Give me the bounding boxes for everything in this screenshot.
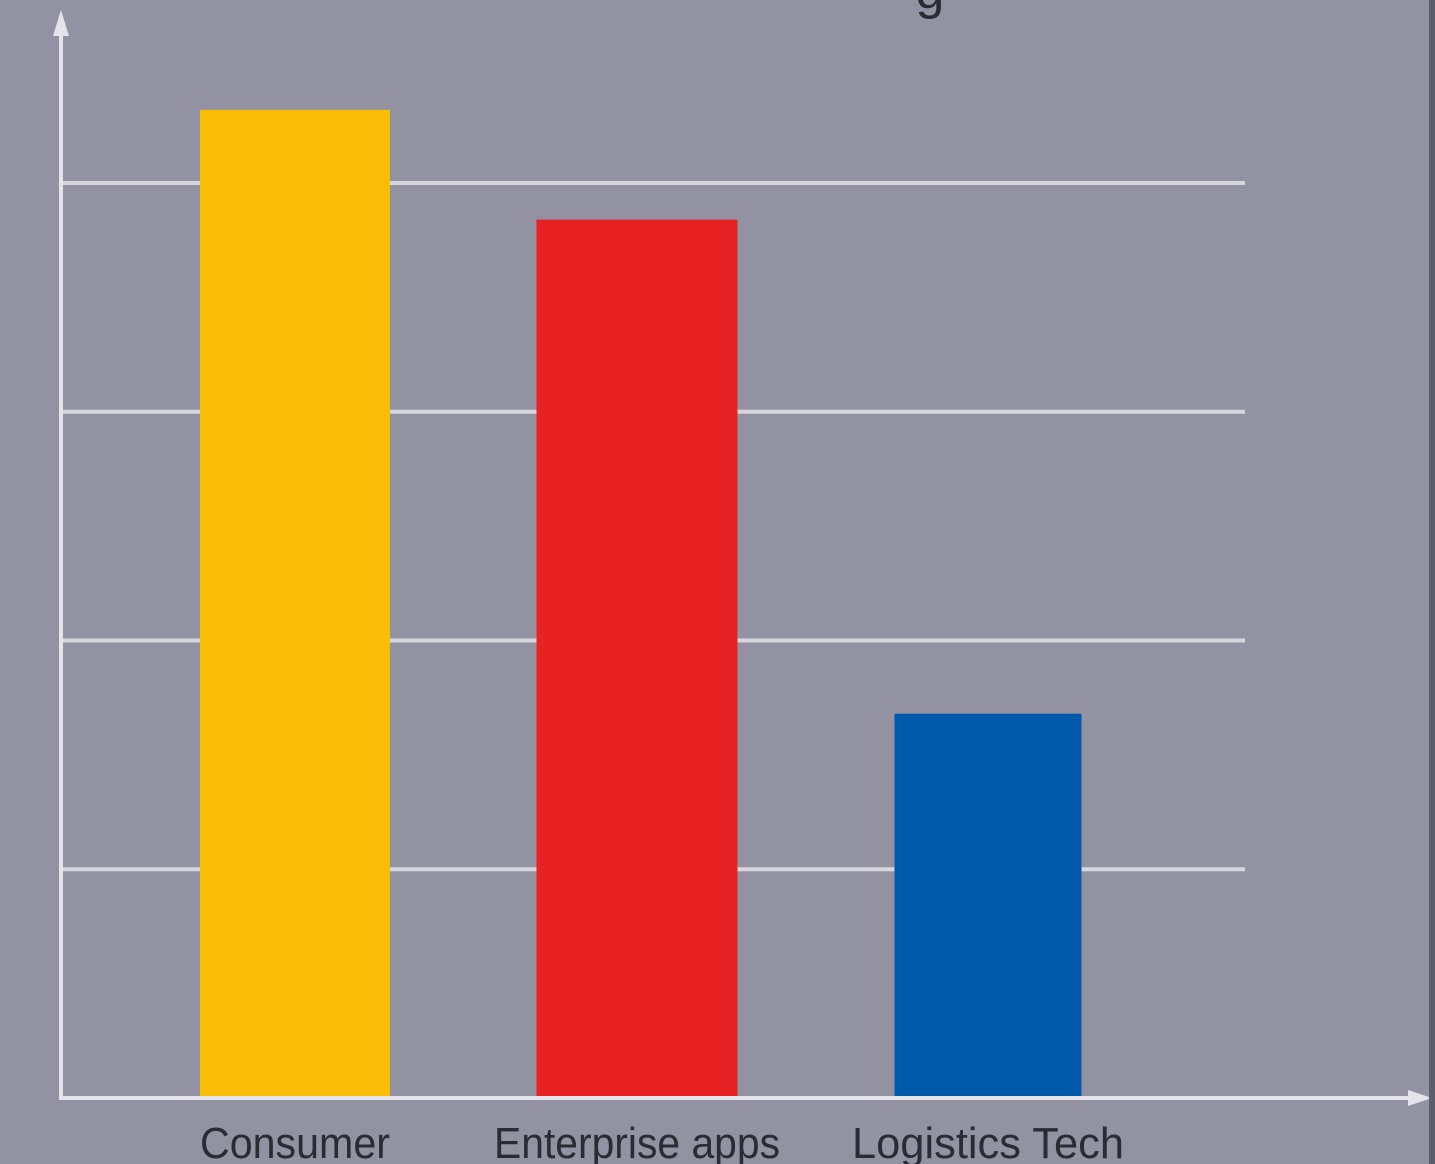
category-label: Logistics Tech	[852, 1119, 1124, 1164]
category-label: Enterprise apps	[494, 1119, 780, 1164]
chart-title-fragment: g	[916, 0, 945, 20]
x-axis-arrowhead	[1408, 1090, 1432, 1106]
bar-logistics-tech	[894, 713, 1082, 1098]
bar-consumer	[200, 109, 390, 1099]
axes	[53, 10, 1432, 1106]
y-axis-arrowhead	[53, 10, 69, 36]
bar-enterprise-apps	[536, 219, 738, 1099]
category-labels: Consumer Enterprise apps Logistics Tech	[200, 1119, 1124, 1164]
bars	[200, 109, 1082, 1099]
right-edge-border	[1429, 0, 1435, 1164]
category-label: Consumer	[200, 1119, 390, 1164]
